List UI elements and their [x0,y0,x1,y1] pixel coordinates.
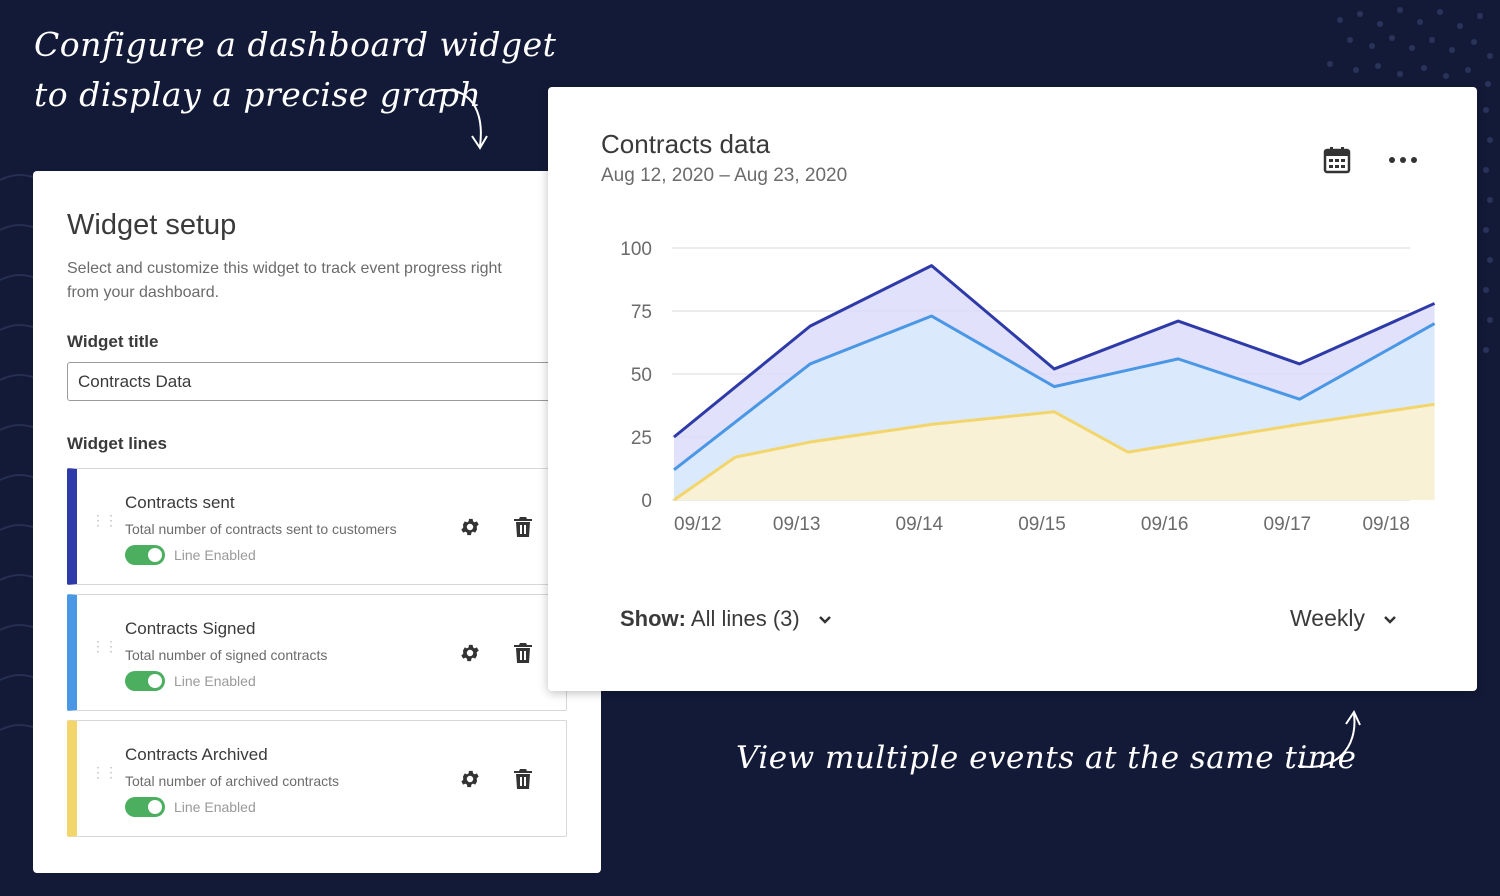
curved-arrow-up-icon [1297,709,1361,768]
chart-title: Contracts data [601,129,771,159]
chevron-down-icon [818,616,831,624]
setup-description: Select and customize this widget to trac… [67,260,502,301]
y-tick-label: 75 [631,302,652,323]
widget-line-item[interactable]: ⋮⋮ Contracts Archived Total number of ar… [67,720,567,837]
x-tick-label: 09/15 [1018,514,1066,535]
x-tick-label: 09/16 [1141,514,1189,535]
chart-card: Contracts data Aug 12, 2020 – Aug 23, 20… [548,87,1477,691]
line-name: Contracts Archived [125,745,268,764]
x-tick-label: 09/12 [674,514,722,535]
drag-handle-icon[interactable]: ⋮⋮ [91,638,118,654]
show-label: Show: [620,606,686,631]
drag-handle-icon[interactable]: ⋮⋮ [91,512,118,528]
trash-icon[interactable] [513,516,533,538]
line-name: Contracts Signed [125,619,256,638]
show-lines-dropdown[interactable]: Show: All lines (3) [620,606,832,632]
y-tick-label: 100 [620,239,652,260]
annotation-line-1: Configure a dashboard widget [34,25,557,64]
contracts-chart: 0 25 50 75 100 09/12 09/13 09/14 09/15 09/16 09/17… [620,239,1436,535]
curved-arrow-down-icon [433,89,488,150]
period-value: Weekly [1290,605,1365,631]
line-status-label: Line Enabled [174,673,256,689]
line-name: Contracts sent [125,493,235,512]
widget-title-label: Widget title [67,332,159,351]
line-enabled-toggle[interactable] [125,671,165,691]
series-line [673,402,1435,502]
annotation-view-multiple: View multiple events at the same time [736,740,1357,776]
widget-setup-card: Widget setup Select and customize this w… [33,171,627,873]
annotation-configure: Configure a dashboard widget to display … [34,20,556,120]
series-line [673,314,1436,471]
show-value: All lines (3) [690,606,800,631]
x-tick-label: 09/13 [773,514,821,535]
gear-icon[interactable] [459,768,481,790]
chevron-down-icon [1384,616,1397,624]
x-tick-label: 09/17 [1264,514,1312,535]
widget-lines-label: Widget lines [67,434,167,453]
trash-icon[interactable] [513,768,533,790]
y-tick-label: 25 [631,428,652,449]
line-enabled-toggle[interactable] [125,545,165,565]
series-line [673,264,1436,439]
line-enabled-toggle[interactable] [125,797,165,817]
drag-handle-icon[interactable]: ⋮⋮ [91,764,118,780]
line-status-label: Line Enabled [174,547,256,563]
widget-line-item[interactable]: ⋮⋮ Contracts Signed Total number of sign… [67,594,567,711]
line-description: Total number of contracts sent to custom… [125,521,397,537]
more-options-icon[interactable] [1386,147,1420,173]
line-description: Total number of archived contracts [125,773,339,789]
widget-line-item[interactable]: ⋮⋮ Contracts sent Total number of contra… [67,468,567,585]
period-dropdown[interactable]: Weekly [1290,605,1397,632]
x-tick-label: 09/18 [1362,514,1410,535]
line-status-label: Line Enabled [174,799,256,815]
y-tick-label: 0 [641,491,652,512]
y-tick-label: 50 [631,365,652,386]
gear-icon[interactable] [459,516,481,538]
x-tick-label: 09/14 [896,514,944,535]
gear-icon[interactable] [459,642,481,664]
setup-title: Widget setup [67,209,237,241]
trash-icon[interactable] [513,642,533,664]
line-description: Total number of signed contracts [125,647,328,663]
calendar-icon[interactable] [1322,145,1352,175]
chart-date-range: Aug 12, 2020 – Aug 23, 2020 [601,165,848,186]
widget-title-input[interactable] [67,362,627,401]
annotation-line-2: to display a precise graph [34,75,482,114]
series-area [674,404,1435,500]
